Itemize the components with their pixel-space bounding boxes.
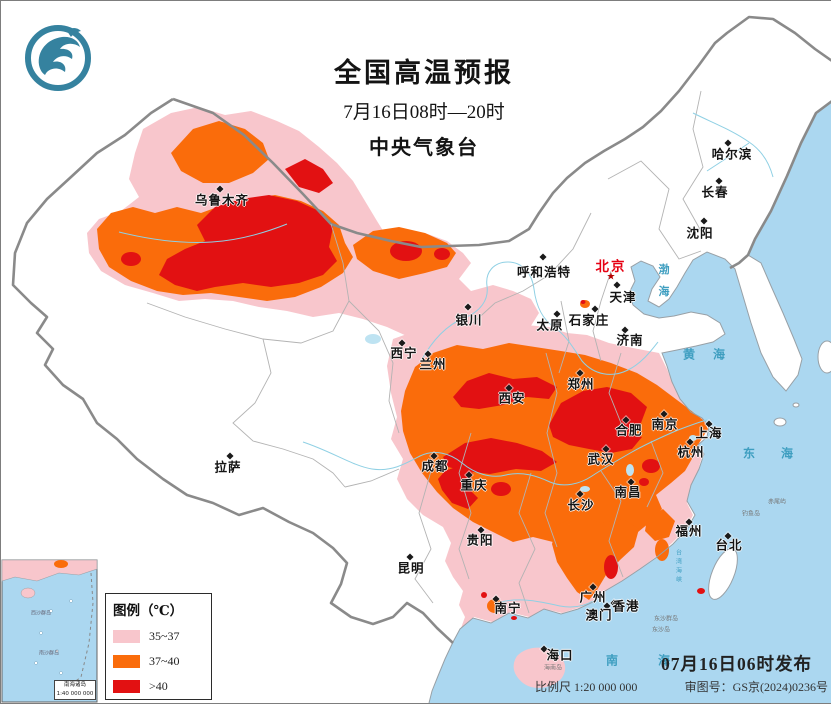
island-label-赤尾屿: 赤尾屿 [767,498,787,506]
island-label-东沙岛: 东沙岛 [651,626,671,634]
legend-label: >40 [149,679,168,693]
zone-red-over-40 [121,159,705,620]
island-label-钓鱼岛: 钓鱼岛 [741,510,761,518]
sea-label-黄海: 海 [712,347,726,362]
south-china-sea-inset [1,559,98,703]
city-label-天津: 天津 [609,289,637,305]
city-label-贵阳: 贵阳 [466,532,494,548]
small-island [792,402,800,408]
city-label-乌鲁木齐: 乌鲁木齐 [194,192,250,208]
legend-label: 37~40 [149,654,180,668]
city-label-合肥: 合肥 [615,422,643,438]
sea-label-东海: 海 [780,446,794,461]
province-boundaries [146,90,704,614]
city-label-南京: 南京 [651,416,679,432]
sea-label-黄海: 黄 [682,347,696,362]
forecast-period: 7月16日08时—20时 [343,102,505,123]
city-label-呼和浩特: 呼和浩特 [516,264,572,280]
inset-island-label: 西沙群岛 [30,610,52,617]
legend-swatch-orange [113,655,140,668]
city-label-哈尔滨: 哈尔滨 [711,146,753,162]
city-label-台北: 台北 [715,537,743,553]
sea-label-渤海: 渤 [658,263,670,276]
map-title-block: 全国高温预报 7月16日08时—20时 中央气象台 [259,51,589,160]
coastline [428,101,831,703]
city-label-西宁: 西宁 [390,345,418,361]
city-label-长沙: 长沙 [567,497,595,513]
city-label-济南: 济南 [616,332,644,348]
city-label-海口: 海口 [546,647,574,663]
city-label-南宁: 南宁 [494,600,522,616]
cma-logo [25,25,91,91]
city-label-昆明: 昆明 [397,560,425,576]
japan-island-edge [817,340,831,374]
city-label-石家庄: 石家庄 [568,312,610,328]
legend: 图例（℃） 35~37 37~40 >40 [105,593,212,700]
issuing-agency: 中央气象台 [369,135,479,159]
map-meta: 比例尺 1:20 000 000 审图号：GS京(2024)0236号 [535,678,828,695]
city-label-西安: 西安 [498,390,526,406]
legend-label: 35~37 [149,629,180,643]
city-label-上海: 上海 [695,425,723,441]
sea-label-渤海: 海 [658,285,670,298]
inset-scale-box: 南海诸岛 1:40 000 000 [54,680,96,700]
city-label-拉萨: 拉萨 [214,459,242,475]
city-label-郑州: 郑州 [567,376,595,392]
city-label-澳门: 澳门 [585,607,613,623]
jeju-island [773,417,787,427]
legend-row: 37~40 [113,654,204,669]
national-border [11,15,831,644]
city-label-香港: 香港 [612,598,640,614]
island-label-台湾海峡: 台湾海峡 [674,549,682,585]
city-label-兰州: 兰州 [419,356,447,372]
legend-row: >40 [113,679,204,694]
map-approval-number: 审图号：GS京(2024)0236号 [684,680,828,694]
legend-row: 35~37 [113,629,204,644]
city-label-银川: 银川 [455,312,483,328]
inset-island-label: 南沙群岛 [38,650,60,657]
page-title: 全国高温预报 [334,58,514,88]
inset-scale-value: 1:40 000 000 [56,690,94,697]
capital-label: 北京 [595,259,627,275]
inset-scale-title: 南海诸岛 [63,682,86,688]
city-label-广州: 广州 [579,589,607,605]
city-label-太原: 太原 [536,317,564,333]
legend-swatch-pink [113,630,140,643]
island-label-东沙群岛: 东沙群岛 [653,615,679,623]
city-label-沈阳: 沈阳 [686,225,714,241]
city-label-武汉: 武汉 [587,451,615,467]
city-label-杭州: 杭州 [677,444,705,460]
lakes [365,334,697,492]
sea-label-南海: 海 [657,653,671,668]
city-label-重庆: 重庆 [460,477,488,493]
publish-time: 07月16日06时发布 [661,654,812,674]
city-label-福州: 福州 [675,523,703,539]
legend-swatch-red [113,680,140,693]
city-label-成都: 成都 [421,458,449,474]
map-scale: 比例尺 1:20 000 000 [535,680,638,694]
island-label-海南岛: 海南岛 [543,664,563,672]
city-label-南昌: 南昌 [614,484,642,500]
legend-title: 图例（℃） [113,603,184,618]
capital-star-icon: ★ [606,271,616,283]
city-label-长春: 长春 [701,184,729,200]
taiwan-island [708,548,738,600]
sea-label-东海: 东 [742,446,756,461]
sea-label-南海: 南 [605,653,619,668]
rivers [118,112,774,608]
